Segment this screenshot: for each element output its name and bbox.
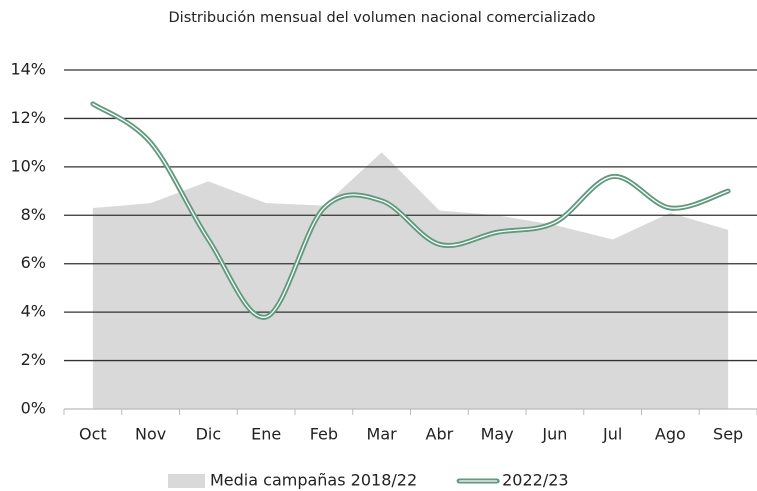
x-tick-label: Ene <box>251 425 281 444</box>
x-tick-label: Ago <box>655 425 686 444</box>
x-tick-label: Dic <box>196 425 222 444</box>
x-tick-label: Oct <box>79 425 107 444</box>
y-tick-label: 12% <box>10 108 46 127</box>
legend-label: Media campañas 2018/22 <box>210 471 417 490</box>
x-tick-label: Jul <box>602 425 622 444</box>
y-tick-label: 8% <box>21 205 46 224</box>
legend-swatch <box>168 474 205 488</box>
chart-title: Distribución mensual del volumen naciona… <box>169 10 596 26</box>
area <box>92 152 729 410</box>
y-tick-label: 10% <box>10 156 46 175</box>
x-tick-label: Nov <box>135 425 166 444</box>
y-tick-label: 2% <box>21 350 46 369</box>
y-tick-label: 14% <box>10 60 46 79</box>
y-tick-label: 6% <box>21 253 46 272</box>
y-tick-label: 4% <box>21 302 46 321</box>
x-tick-label: Sep <box>713 425 743 444</box>
legend-label: 2022/23 <box>502 471 568 490</box>
x-tick-label: May <box>481 425 514 444</box>
x-tick-label: Feb <box>310 425 338 444</box>
x-tick-label: Mar <box>367 425 398 444</box>
line-highlight <box>92 103 729 318</box>
x-tick-label: Abr <box>426 425 454 444</box>
y-tick-label: 0% <box>21 399 46 418</box>
x-tick-label: Jun <box>541 425 567 444</box>
